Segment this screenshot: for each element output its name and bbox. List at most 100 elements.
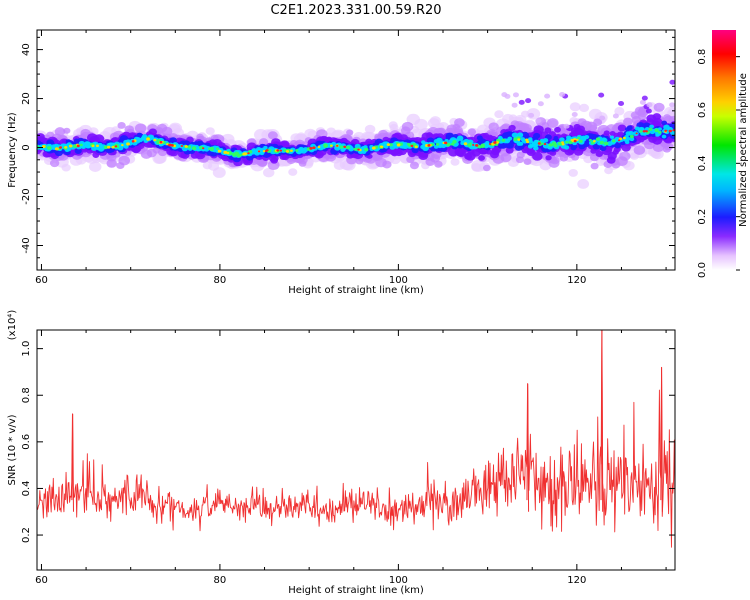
snr-y-tick-label: 0.2 <box>21 527 32 543</box>
spectral-blob <box>614 107 625 116</box>
spectral-blob <box>592 140 596 143</box>
spectral-blob <box>563 123 570 129</box>
spectral-blob <box>54 147 59 151</box>
spectral-blob <box>209 146 215 151</box>
spectral-blob <box>568 140 573 145</box>
spectral-blob <box>191 146 197 151</box>
spectral-blob <box>528 138 533 142</box>
spectral-blob <box>631 116 642 124</box>
spectral-blob <box>246 154 254 161</box>
spectral-blob <box>154 127 164 134</box>
spectral-blob <box>295 149 299 152</box>
spectral-blob <box>161 126 173 136</box>
spectral-blob <box>259 147 266 153</box>
spectral-blob <box>343 145 347 149</box>
spectral-blob <box>554 126 561 133</box>
spectral-blob <box>111 145 115 149</box>
spectral-blob <box>454 118 465 128</box>
spectral-blob <box>317 145 321 149</box>
spectral-blob <box>364 124 376 134</box>
spectral-blob <box>642 130 646 133</box>
spectral-blob <box>573 123 581 130</box>
spectral-blob <box>450 142 455 146</box>
snr-ticks: 60 80 100 120 0.2 0.4 0.6 0.8 1.0 <box>21 330 675 586</box>
spectral-blob <box>371 146 376 150</box>
spectral-blob <box>414 145 418 149</box>
spectrogram-x-tick-label: 120 <box>567 275 586 286</box>
spectral-blob <box>226 151 230 155</box>
spectral-blob <box>434 160 443 168</box>
spectral-blob <box>561 141 565 144</box>
spectral-blob <box>639 129 643 133</box>
spectral-blob <box>599 145 607 152</box>
spectral-blob <box>525 140 530 144</box>
spectral-blob <box>409 161 419 170</box>
spectral-blob <box>217 149 222 153</box>
spectrogram-panel: 60 80 100 120 -40 -20 0 20 40 Height of straight… <box>7 29 676 296</box>
spectral-blob <box>159 141 163 144</box>
spectral-blob <box>603 141 609 146</box>
snr-y-multiplier: (x10⁴) <box>7 310 18 341</box>
spectral-blob <box>609 135 615 140</box>
spectral-blob <box>410 144 414 148</box>
spectral-blob <box>617 139 621 142</box>
spectral-blob <box>49 159 60 168</box>
spectral-blob <box>628 130 634 136</box>
spectral-blob <box>644 126 650 132</box>
spectral-blob <box>488 143 492 145</box>
spectral-blob <box>488 122 499 132</box>
spectral-blob <box>645 130 648 133</box>
spectral-blob <box>551 141 557 146</box>
spectral-blob <box>353 147 357 151</box>
spectral-blob <box>131 140 135 143</box>
figure-title: C2E1.2023.331.00.59.R20 <box>270 3 441 18</box>
spectral-blob <box>595 137 601 141</box>
spectral-blob <box>428 143 431 146</box>
spectral-blob <box>202 147 205 150</box>
spectral-blob <box>279 149 283 152</box>
spectral-blob <box>326 127 336 136</box>
spectral-blob <box>650 150 661 159</box>
spectral-blob <box>575 128 583 135</box>
spectral-blob <box>629 134 634 139</box>
spectral-blob <box>543 143 547 146</box>
spectral-blob <box>89 161 102 172</box>
snr-y-axis-label: SNR (10 * v/v) <box>7 414 18 485</box>
spectral-blob <box>550 143 554 147</box>
spectral-blob <box>626 125 633 131</box>
spectral-blob <box>655 133 660 137</box>
spectral-blob <box>511 102 518 108</box>
spectral-blob <box>518 99 525 105</box>
spectral-blob <box>345 145 351 150</box>
spectral-blob <box>435 142 440 146</box>
spectral-blob <box>339 145 344 149</box>
spectral-blob <box>389 155 401 165</box>
spectrogram-frame <box>36 29 676 271</box>
spectral-blob <box>599 140 604 145</box>
spectral-blob <box>497 135 503 140</box>
spectral-blob <box>540 142 544 145</box>
spectral-blob <box>565 141 569 144</box>
spectral-blob <box>312 146 316 150</box>
spectral-blob <box>494 141 497 144</box>
spectral-blob <box>276 149 280 152</box>
spectral-blob <box>559 137 565 142</box>
spectral-blob <box>629 137 635 142</box>
spectrogram-x-tick-label: 100 <box>389 275 408 286</box>
spectrogram-y-tick-label: 40 <box>21 43 32 56</box>
spectral-blob <box>54 127 66 136</box>
spectrogram-heatmap <box>37 79 675 189</box>
spectral-blob <box>336 144 339 147</box>
spectral-blob <box>386 143 391 147</box>
spectral-blob <box>516 142 522 146</box>
spectral-blob <box>170 144 174 147</box>
spectral-blob <box>577 136 581 140</box>
snr-line-layer <box>37 330 675 548</box>
spectrogram-y-tick-label: 0 <box>21 144 32 150</box>
spectral-blob <box>652 142 665 153</box>
spectral-blob <box>657 130 662 134</box>
spectral-blob <box>501 92 508 98</box>
spectral-blob <box>580 135 587 141</box>
spectral-blob <box>664 129 668 132</box>
spectral-blob <box>389 123 399 132</box>
